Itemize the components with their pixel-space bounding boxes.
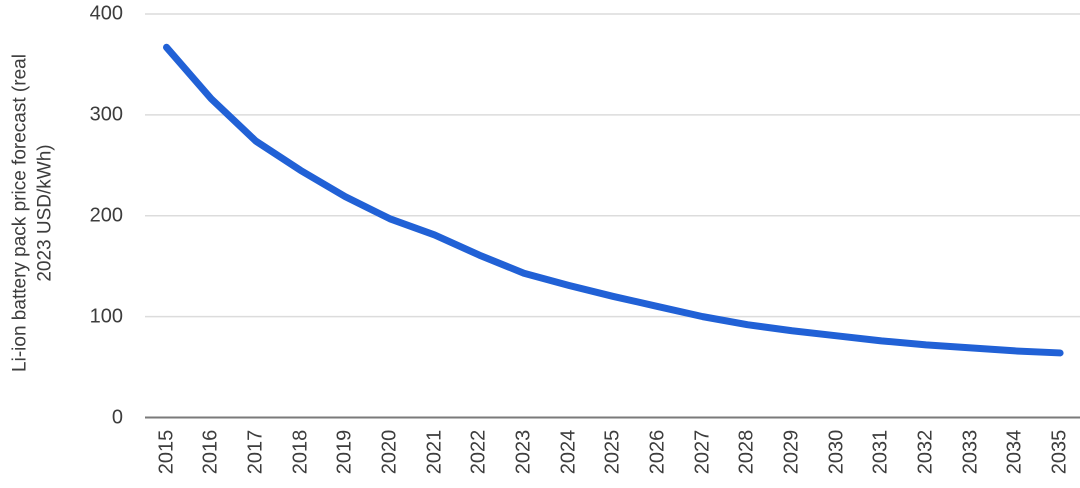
x-tick-label: 2019 <box>333 429 356 475</box>
x-tick-label: 2030 <box>825 429 848 475</box>
x-tick-label: 2029 <box>780 429 803 475</box>
x-tick-label: 2033 <box>959 429 982 475</box>
x-tick-label: 2023 <box>512 429 535 475</box>
x-tick-label: 2020 <box>378 429 401 475</box>
y-tick-label: 200 <box>89 204 123 227</box>
x-tick-label: 2025 <box>601 429 624 475</box>
x-tick-label: 2016 <box>199 429 222 475</box>
y-tick-label: 300 <box>89 103 123 126</box>
x-tick-label: 2018 <box>289 429 312 475</box>
x-tick-label: 2034 <box>1003 429 1026 475</box>
x-tick-label: 2032 <box>914 429 937 475</box>
x-tick-label: 2031 <box>869 429 892 475</box>
x-tick-label: 2028 <box>735 429 758 475</box>
x-tick-label: 2015 <box>155 429 177 475</box>
x-tick-label: 2035 <box>1048 429 1071 475</box>
x-tick-label: 2024 <box>557 429 580 475</box>
x-tick-label: 2022 <box>467 429 490 475</box>
y-tick-label: 0 <box>111 406 123 428</box>
y-tick-label: 100 <box>89 305 123 328</box>
x-tick-label: 2017 <box>244 429 267 475</box>
x-tick-label: 2021 <box>423 429 446 475</box>
x-tick-label: 2026 <box>646 429 669 475</box>
x-tick-label: 2027 <box>691 429 714 475</box>
battery-price-forecast-line <box>163 43 1064 357</box>
y-tick-label: 400 <box>89 2 123 25</box>
